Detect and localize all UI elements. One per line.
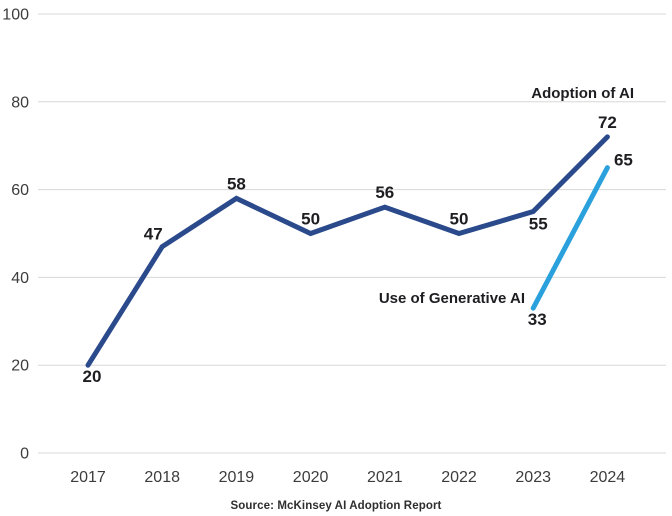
x-tick-label: 2021 [367,469,403,486]
y-tick-label: 0 [20,446,29,463]
y-tick-label: 100 [2,7,29,24]
x-tick-label: 2023 [515,469,551,486]
x-tick-label: 2024 [590,469,626,486]
y-tick-label: 60 [11,182,29,199]
x-tick-label: 2020 [293,469,329,486]
data-label: 58 [227,174,246,193]
data-label: 55 [529,215,548,234]
data-label: 56 [375,183,394,202]
adoption-of-ai-line [85,134,610,368]
source-caption: Source: McKinsey AI Adoption Report [230,500,442,512]
data-label: 47 [144,225,163,244]
y-tick-label: 80 [11,94,29,111]
x-tick-label: 2018 [144,469,180,486]
data-label: 50 [450,210,469,229]
x-tick-label: 2019 [219,469,255,486]
series-label: Use of Generative AI [379,290,525,307]
use-of-generative-ai-line [530,165,610,311]
x-tick-label: 2017 [70,469,106,486]
data-label: 33 [528,310,547,329]
data-label: 50 [301,210,320,229]
y-tick-label: 40 [11,270,29,287]
x-tick-label: 2022 [441,469,477,486]
y-tick-label: 20 [11,358,29,375]
data-label: 20 [83,367,102,386]
series-label: Adoption of AI [531,85,634,102]
data-label: 72 [598,113,617,132]
data-label: 65 [614,151,633,170]
